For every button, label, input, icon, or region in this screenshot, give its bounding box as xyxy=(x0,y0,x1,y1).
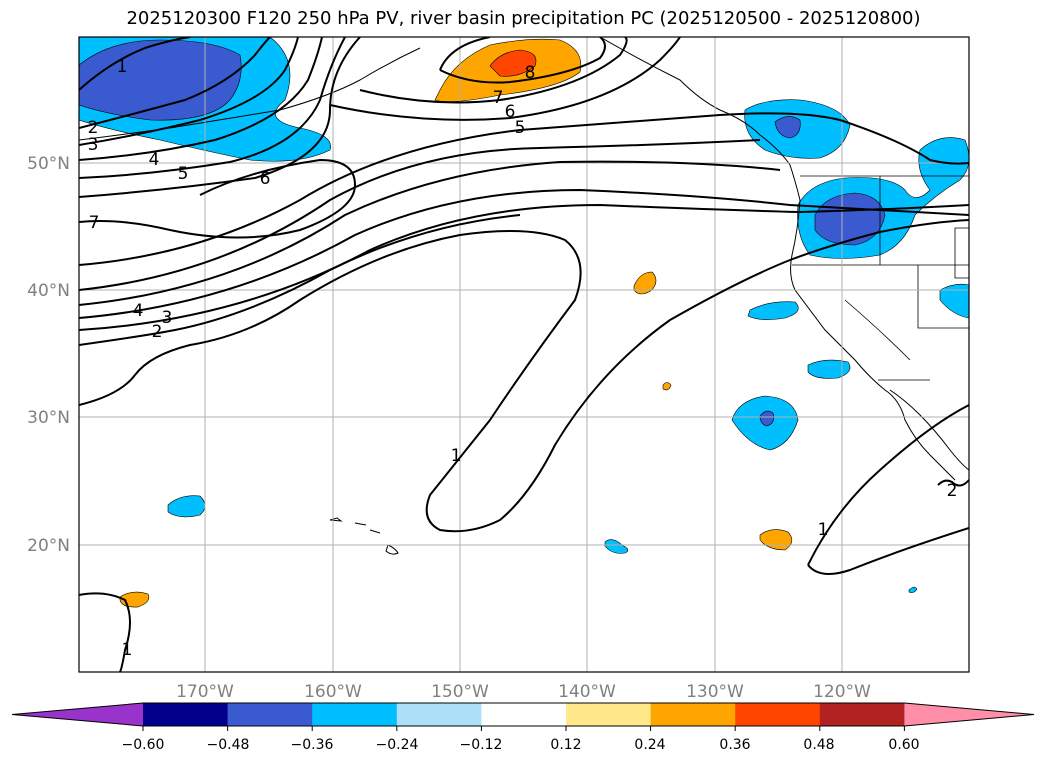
positive-anomaly-region xyxy=(633,271,657,295)
lon-label: 130°W xyxy=(686,682,744,702)
contour-label: 6 xyxy=(505,102,516,122)
colorbar-extend-high xyxy=(904,703,1034,726)
negative-anomaly-core xyxy=(759,410,775,427)
contour-label: 7 xyxy=(89,213,100,233)
colorbar-tick-label: 0.48 xyxy=(803,737,834,753)
lon-label: 120°W xyxy=(813,682,871,702)
graticule xyxy=(79,37,969,672)
negative-anomaly-region xyxy=(807,359,851,379)
contour-label: 3 xyxy=(88,135,99,155)
colorbar xyxy=(11,702,1035,731)
negative-anomaly-core xyxy=(79,39,242,121)
colorbar-segment xyxy=(566,703,652,726)
contour-label: 2 xyxy=(152,322,163,342)
contour-label: 1 xyxy=(122,640,133,660)
lon-label: 160°W xyxy=(304,682,362,702)
contour-label: 1 xyxy=(451,446,462,466)
colorbar-segment xyxy=(143,703,229,726)
positive-anomaly-core xyxy=(489,49,537,77)
contour-label: 7 xyxy=(493,88,504,108)
lat-label: 30°N xyxy=(27,408,70,428)
political-borders xyxy=(792,175,969,381)
contour-label: 1 xyxy=(117,57,128,77)
colorbar-tick-label: 0.60 xyxy=(888,737,919,753)
positive-anomaly-region xyxy=(662,382,672,391)
contour-label: 5 xyxy=(515,118,526,138)
colorbar-tick-label: 0.12 xyxy=(550,737,581,753)
negative-anomaly-region xyxy=(939,283,969,319)
contour-label: 5 xyxy=(178,164,189,184)
negative-anomaly-region xyxy=(747,301,799,320)
contour-label: 1 xyxy=(818,520,829,540)
colorbar-segment xyxy=(481,703,567,726)
negative-anomaly-core xyxy=(814,192,886,246)
contour-label: 2 xyxy=(947,481,958,501)
colorbar-segment xyxy=(312,703,398,726)
longitude-labels: 170°W 160°W 150°W 140°W 130°W 120°W xyxy=(176,682,871,702)
colorbar-segment xyxy=(819,703,905,726)
contour-label: 6 xyxy=(260,169,271,189)
lon-label: 150°W xyxy=(431,682,489,702)
contour-label: 8 xyxy=(525,63,536,83)
colorbar-tick-label: −0.48 xyxy=(207,737,250,753)
colorbar-segment xyxy=(227,703,313,726)
pv-contours xyxy=(79,37,969,672)
pv-contour-labels: 1 2 3 4 5 6 7 8 7 6 5 4 3 2 1 1 1 2 xyxy=(88,57,958,660)
colorbar-tick-label: −0.12 xyxy=(460,737,503,753)
colorbar-tick-label: −0.60 xyxy=(122,737,165,753)
contour-label: 2 xyxy=(88,118,99,138)
contour-label: 3 xyxy=(162,308,173,328)
contour-label: 4 xyxy=(133,301,144,321)
precipitation-pc-shading xyxy=(79,37,969,608)
lat-label: 50°N xyxy=(27,154,70,174)
lon-label: 140°W xyxy=(558,682,616,702)
lat-label: 20°N xyxy=(27,536,70,556)
colorbar-tick-label: 0.24 xyxy=(634,737,665,753)
colorbar-extend-low xyxy=(12,703,143,726)
colorbar-segment xyxy=(396,703,482,726)
negative-anomaly-region xyxy=(908,586,918,593)
colorbar-tick-label: −0.24 xyxy=(376,737,419,753)
map-frame xyxy=(78,36,970,673)
colorbar-tick-labels: −0.60 −0.48 −0.36 −0.24 −0.12 0.12 0.24 … xyxy=(122,737,920,753)
colorbar-segment xyxy=(735,703,821,726)
lat-label: 40°N xyxy=(27,281,70,301)
colorbar-segment xyxy=(650,703,736,726)
negative-anomaly-core xyxy=(774,116,801,139)
map-area: 1 2 3 4 5 6 7 8 7 6 5 4 3 2 1 1 1 2 xyxy=(79,37,969,672)
colorbar-tick-label: −0.36 xyxy=(291,737,334,753)
latitude-labels: 50°N 40°N 30°N 20°N xyxy=(27,154,70,556)
lon-label: 170°W xyxy=(176,682,234,702)
negative-anomaly-region xyxy=(604,539,629,554)
contour-label: 4 xyxy=(149,150,160,170)
colorbar-tick-label: 0.36 xyxy=(719,737,750,753)
map-title: 2025120300 F120 250 hPa PV, river basin … xyxy=(126,8,921,29)
